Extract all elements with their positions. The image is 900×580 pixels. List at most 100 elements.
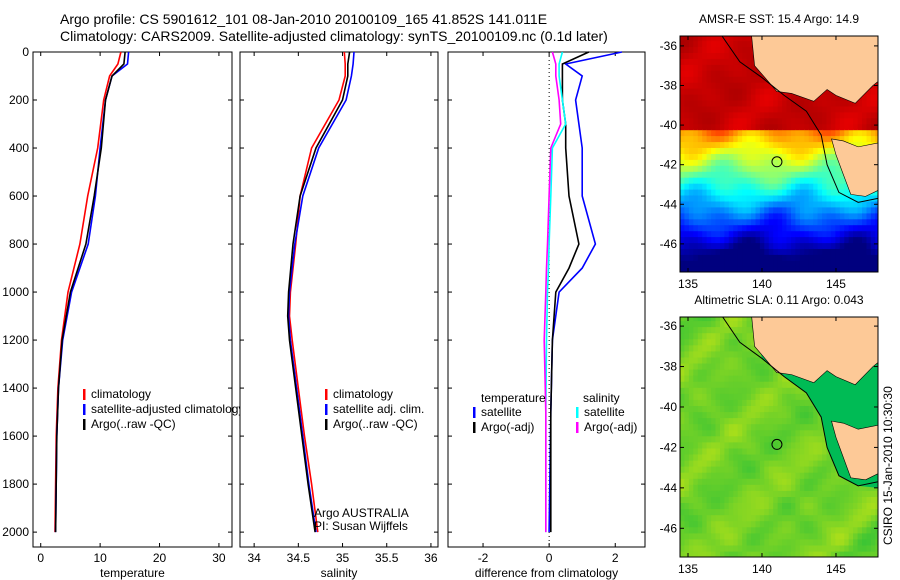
map-cell xyxy=(684,194,690,202)
map-cell xyxy=(697,350,704,358)
map-cell xyxy=(768,87,775,95)
map-cell xyxy=(742,484,748,491)
map-cell xyxy=(839,129,846,137)
map-cell xyxy=(808,230,815,238)
map-cell xyxy=(777,266,784,272)
map-cell xyxy=(786,111,792,119)
map-cell xyxy=(813,218,819,226)
map-cell xyxy=(795,508,801,516)
map-cell xyxy=(826,266,832,272)
map-cell xyxy=(808,242,815,249)
map-cell xyxy=(706,81,712,89)
y-tick-label: 1800 xyxy=(2,477,29,491)
y-tick-label: -44 xyxy=(660,197,678,211)
map-cell xyxy=(693,496,699,503)
map-cell xyxy=(702,117,708,125)
map-cell xyxy=(813,502,819,510)
map-cell xyxy=(835,200,841,208)
map-cell xyxy=(795,514,801,522)
map-cell xyxy=(870,218,877,226)
map-cell xyxy=(799,242,806,249)
map-cell xyxy=(848,496,855,503)
map-cell xyxy=(737,429,744,437)
map-cell xyxy=(857,194,863,202)
map-cell xyxy=(853,532,859,540)
map-cell xyxy=(715,381,721,388)
map-cell xyxy=(777,387,784,394)
map-cell xyxy=(870,260,877,267)
map-cell xyxy=(839,123,846,131)
map-cell xyxy=(782,182,788,190)
map-cell xyxy=(786,466,792,473)
map-cell xyxy=(786,194,792,202)
map-cell xyxy=(839,526,846,534)
map-cell xyxy=(680,141,686,148)
map-cell xyxy=(782,381,788,388)
map-cell xyxy=(853,526,859,534)
map-cell xyxy=(693,320,699,328)
map-cell xyxy=(782,194,788,202)
map-cell xyxy=(751,447,757,455)
map-cell xyxy=(822,171,828,178)
map-cell xyxy=(759,105,766,113)
map-cell xyxy=(795,165,801,172)
map-cell xyxy=(773,165,779,172)
map-cell xyxy=(817,105,823,113)
y-tick-label: -40 xyxy=(660,400,678,414)
map-cell xyxy=(813,153,819,160)
map-cell xyxy=(786,188,792,196)
series-line-salinity-satellite xyxy=(544,51,567,533)
map-cell xyxy=(711,248,717,255)
map-cell xyxy=(786,550,792,557)
map-cell xyxy=(786,165,792,172)
map-cell xyxy=(702,99,708,107)
map-cell xyxy=(799,159,806,166)
map-cell xyxy=(777,99,784,107)
map-cell xyxy=(808,129,815,137)
map-cell xyxy=(737,141,744,148)
map-cell xyxy=(706,70,712,77)
map-cell xyxy=(688,40,695,48)
map-cell xyxy=(711,356,717,364)
map-cell xyxy=(768,550,775,557)
map-cell xyxy=(688,212,695,220)
map-cell xyxy=(697,52,704,59)
map-cell xyxy=(777,466,784,473)
map-cell xyxy=(853,520,859,528)
map-cell xyxy=(777,117,784,125)
map-cell xyxy=(813,147,819,154)
map-cell xyxy=(706,544,712,552)
y-tick-label: -40 xyxy=(660,118,678,132)
map-cell xyxy=(773,141,779,148)
map-cell xyxy=(870,117,877,125)
map-cell xyxy=(715,405,721,413)
map-cell xyxy=(680,129,686,137)
map-cell xyxy=(791,248,797,255)
map-cell xyxy=(742,399,748,406)
map-cell xyxy=(791,447,797,455)
map-cell xyxy=(697,99,704,107)
map-cell xyxy=(733,544,739,552)
map-cell xyxy=(728,111,735,119)
map-cell xyxy=(795,429,801,437)
map-cell xyxy=(706,550,712,557)
map-cell xyxy=(702,466,708,473)
map-cell xyxy=(853,218,859,226)
map-cell xyxy=(742,478,748,485)
map-cell xyxy=(795,159,801,166)
map-cell xyxy=(702,429,708,437)
map-cell xyxy=(782,200,788,208)
map-cell xyxy=(733,230,739,238)
map-cell xyxy=(759,520,766,528)
map-cell xyxy=(733,224,739,232)
map-cell xyxy=(830,165,837,172)
map-cell xyxy=(742,520,748,528)
map-cell xyxy=(755,171,761,178)
map-cell xyxy=(817,544,823,552)
map-cell xyxy=(737,87,744,95)
map-cell xyxy=(866,496,872,503)
map-cell xyxy=(817,206,823,214)
map-cell xyxy=(737,332,744,340)
map-cell xyxy=(711,177,717,184)
map-cell xyxy=(688,405,695,413)
